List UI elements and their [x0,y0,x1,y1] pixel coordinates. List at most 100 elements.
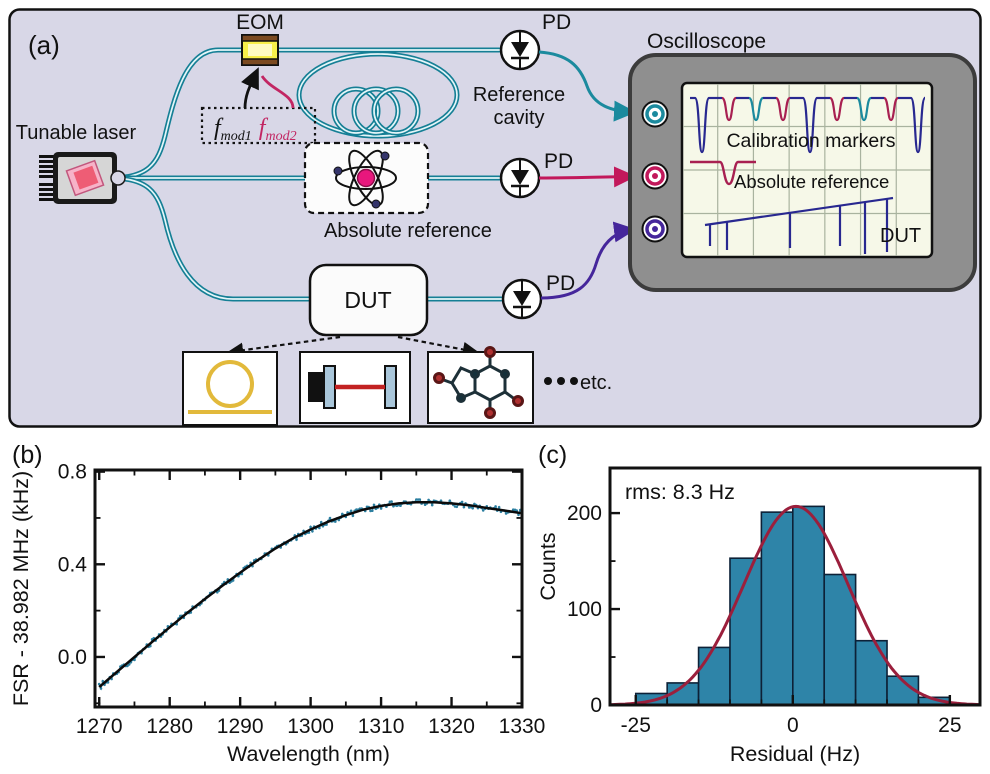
absolute-reference-trace [690,160,756,186]
data-point [133,658,136,662]
data-point [497,505,501,509]
fiber-coil-loop2-core [353,88,399,134]
ring-resonator-example [182,351,278,426]
fit-line [98,500,523,689]
data-point [371,509,374,512]
trace1-dip-navy [909,96,927,154]
data-point [372,503,376,507]
tunable-laser-label: Tunable laser [16,122,137,144]
atom-icon [333,149,397,209]
calibration-markers-label: Calibration markers [726,130,895,152]
fmod-labels: fmod1 fmod2 [214,115,297,144]
molecule-atom-red-4 [433,372,445,384]
reference-cavity-label-2: cavity [493,107,544,129]
eom-icon [241,34,279,66]
laser-heatsink-fins [39,155,54,201]
oscilloscope-label: Oscilloscope [647,30,766,53]
x-tick-label: 1330 [499,715,545,738]
data-point [349,509,353,513]
y-tick-label: 0.0 [58,646,87,669]
molecule-atom-red-2 [512,395,524,407]
fiber-coil-outer-core [298,53,458,137]
data-point [328,516,332,520]
histogram-bar [697,646,731,706]
data-point [455,505,459,509]
x-tick-label: 1310 [358,715,405,738]
x-tick-label: 1270 [76,715,123,738]
dut-label: DUT [344,287,391,313]
data-point [216,591,219,594]
data-point [99,687,103,690]
data-point [494,505,497,508]
trace1-dip-crimson [829,96,845,122]
y-axis-label: Counts [536,532,560,600]
data-point [462,505,466,509]
x-tick-label: 1300 [287,715,334,738]
x-axis-label: Wavelength (nm) [227,742,390,766]
data-point [448,499,452,502]
panel-a-diagram: (a) Tun [8,8,982,428]
data-point [311,530,314,533]
panel-b-chart: 1270 1280 1290 1300 1310 1320 1330 0.0 0.4 0.8 Wav… [9,441,545,766]
data-point [399,504,402,507]
scope-input-1 [641,100,669,128]
cable-pd2-to-scope [538,166,637,188]
data-point [309,525,312,529]
atom-nucleus [356,168,376,188]
etc-label: etc. [580,372,612,394]
absolute-reference-label: Absolute reference [324,220,492,242]
data-point [460,500,464,504]
pd1-label: PD [542,11,571,34]
fmod-box [200,106,317,145]
dut-trace-label: DUT [880,225,921,247]
fiber-coil-loop3-core [373,88,419,134]
cable-pd3-to-scope [540,221,637,300]
oscilloscope: Calibration markers Absolute reference D… [628,53,977,292]
absolute-reference-trace-label: Absolute reference [734,171,889,192]
histogram-bar [760,511,794,706]
atom-electron-1 [333,166,343,176]
pd1-icon [499,29,541,71]
molecule-example [427,346,534,424]
x-tick-label: 1320 [428,715,475,738]
x-tick-label: 1280 [146,715,193,738]
y-tick-label: 100 [567,598,602,621]
trace1-dip-teal [856,96,872,122]
x-tick-label: 25 [938,714,961,737]
panel-b-label: (b) [12,441,43,469]
histogram-bar [792,505,826,706]
x-tick-label: 0 [787,714,799,737]
trace1-dip-navy [801,96,819,154]
fmod2-arrow [260,75,295,109]
histogram-bar [854,639,888,706]
x-tick-label: 1290 [217,715,264,738]
pd2-label: PD [544,150,573,173]
data-point [439,499,443,502]
molecule-icon [433,346,524,419]
dut-trace [704,196,894,254]
molecule-atom-red-3 [484,407,496,419]
atom-electron-2 [380,151,390,161]
data-point [379,507,383,510]
gaussian-fit-line [609,504,980,707]
data-point [481,509,485,512]
fabry-perot-icon [308,372,324,402]
data-point [231,579,235,582]
axes-frame [608,466,982,707]
panel-c-chart: -25 0 25 0 100 200 rms: 8.3 Hz Residual (Hz) Cou… [536,441,982,766]
data-point [127,663,131,666]
fiber-laser-to-dut-core [109,177,312,300]
pd2-icon [499,157,541,199]
data-point [351,514,355,517]
data-point [318,526,321,530]
dut-box [308,263,429,337]
scope-input-3 [641,215,669,243]
panel-c-label: (c) [538,441,567,469]
trace1-dip-crimson [775,96,791,122]
panel-a-label: (a) [28,30,60,60]
trace1-dip-teal [748,96,764,122]
trace1-dip-crimson [883,96,899,122]
dut-example-arrow-right [397,335,480,358]
tunable-laser-icon [39,152,126,204]
